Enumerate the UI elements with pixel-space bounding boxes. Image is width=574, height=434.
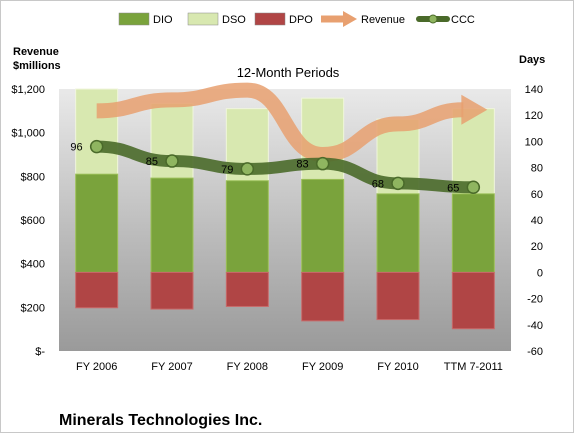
right-tick-label: 40 bbox=[531, 215, 543, 227]
bar-dio bbox=[75, 173, 119, 273]
legend-swatch-dpo bbox=[254, 12, 286, 26]
legend-label-revenue: Revenue bbox=[361, 14, 405, 26]
left-tick-label: $1,000 bbox=[11, 128, 45, 140]
ccc-data-label: 96 bbox=[70, 142, 82, 154]
right-tick-label: 60 bbox=[531, 189, 543, 201]
ccc-series: 96 85 79 83 68 65 bbox=[70, 139, 481, 194]
x-tick-label: TTM 7-2011 bbox=[444, 361, 503, 373]
x-tick-label: FY 2006 bbox=[76, 361, 117, 373]
bar-dso bbox=[75, 88, 119, 175]
x-axis-ticks: FY 2006 FY 2007 FY 2008 FY 2009 FY 2010 TTM 7… bbox=[76, 361, 503, 373]
bar-dpo bbox=[75, 271, 119, 309]
legend-label-dio: DIO bbox=[153, 14, 173, 26]
right-axis-title: Days bbox=[519, 54, 545, 66]
bar-dio bbox=[150, 177, 194, 273]
left-tick-label: $- bbox=[35, 346, 45, 358]
revenue-series bbox=[96, 82, 488, 163]
ccc-point bbox=[315, 156, 330, 171]
chart-subtitle: 12-Month Periods bbox=[237, 65, 340, 80]
ccc-point bbox=[89, 139, 104, 154]
left-tick-label: $1,200 bbox=[11, 84, 45, 96]
bar-dpo bbox=[376, 271, 420, 321]
right-tick-label: 20 bbox=[531, 241, 543, 253]
bar-dio bbox=[301, 178, 345, 273]
bar-dpo bbox=[150, 271, 194, 310]
left-tick-label: $800 bbox=[21, 171, 45, 183]
left-tick-label: $200 bbox=[21, 302, 45, 314]
right-tick-label: -20 bbox=[527, 294, 543, 306]
left-axis-title-line2: $millions bbox=[13, 60, 61, 72]
right-tick-label: 100 bbox=[525, 136, 543, 148]
right-axis-ticks: -60 -40 -20 0 20 40 60 80 100 120 140 bbox=[525, 84, 543, 358]
ccc-point bbox=[391, 176, 405, 191]
left-tick-label: $400 bbox=[21, 259, 45, 271]
legend-arrowhead-revenue bbox=[343, 11, 357, 27]
revenue-line bbox=[96, 82, 464, 163]
company-name: Minerals Technologies Inc. bbox=[59, 412, 262, 429]
ccc-data-label: 85 bbox=[146, 156, 158, 168]
bar-dpo bbox=[225, 271, 269, 307]
revenue-arrowhead bbox=[461, 94, 488, 125]
legend-marker-ccc bbox=[428, 14, 438, 24]
legend-label-dpo: DPO bbox=[289, 14, 313, 26]
right-tick-label: 0 bbox=[537, 267, 543, 279]
x-tick-label: FY 2008 bbox=[227, 361, 268, 373]
left-tick-label: $600 bbox=[21, 215, 45, 227]
right-tick-label: 140 bbox=[525, 84, 543, 96]
left-axis-title-line1: Revenue bbox=[13, 46, 59, 58]
legend-label-ccc: CCC bbox=[451, 14, 475, 26]
right-tick-label: -40 bbox=[527, 320, 543, 332]
ccc-data-label: 83 bbox=[296, 159, 308, 171]
ccc-data-label: 65 bbox=[447, 182, 459, 194]
x-tick-label: FY 2007 bbox=[151, 361, 192, 373]
legend-label-dso: DSO bbox=[222, 14, 246, 26]
bar-dio bbox=[376, 193, 420, 273]
right-tick-label: 120 bbox=[525, 110, 543, 122]
ccc-point bbox=[240, 162, 255, 176]
ccc-data-label: 79 bbox=[221, 164, 233, 176]
left-axis-ticks: $- $200 $400 $600 $800 $1,000 $1,200 bbox=[11, 84, 45, 358]
legend-swatch-dio bbox=[118, 12, 150, 26]
bar-dpo bbox=[451, 271, 495, 330]
right-tick-label: -60 bbox=[527, 346, 543, 358]
ccc-data-label: 68 bbox=[372, 178, 384, 190]
bar-dio bbox=[225, 180, 269, 273]
legend: DIO DSO DPO Revenue CCC bbox=[118, 11, 475, 27]
legend-swatch-dso bbox=[187, 12, 219, 26]
right-tick-label: 80 bbox=[531, 163, 543, 175]
x-tick-label: FY 2009 bbox=[302, 361, 343, 373]
bar-dio bbox=[451, 193, 495, 273]
ccc-point bbox=[165, 154, 179, 168]
bar-dpo bbox=[301, 271, 345, 322]
bar-dso bbox=[451, 108, 495, 195]
ccc-point bbox=[466, 180, 481, 194]
x-tick-label: FY 2010 bbox=[377, 361, 418, 373]
